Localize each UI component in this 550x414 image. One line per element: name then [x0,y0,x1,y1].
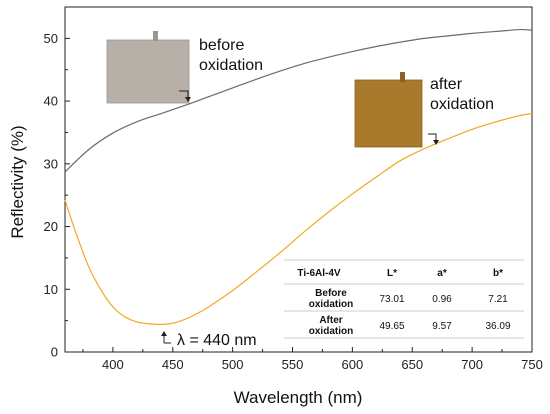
x-tick-label: 500 [222,357,244,372]
color-table: Ti-6Al-4V L* a* b* Before oxidation 73.0… [284,259,524,339]
table-row-before-b: 7.21 [488,294,508,305]
table-row-after-L: 49.65 [379,321,404,332]
annotation-before-line1: before [199,37,244,54]
y-tick-label: 20 [44,219,58,234]
table-row-after-b: 36.09 [485,321,510,332]
x-tick-label: 650 [401,357,423,372]
sample-after-swatch [354,79,423,148]
pointer-after-arrow [428,133,437,141]
plot-frame [64,6,533,353]
x-tick-label: 700 [461,357,483,372]
table-row-before-label-2: oxidation [309,299,353,310]
table-header-L: L* [387,268,397,279]
x-tick-label: 450 [162,357,184,372]
x-axis: 400 450 500 550 600 650 700 750 [82,347,543,372]
sample-after-oxidation: after oxidation [354,72,494,148]
x-tick-label: 750 [521,357,543,372]
x-tick-label: 550 [282,357,304,372]
y-tick-label: 30 [44,156,58,171]
y-tick-label: 10 [44,282,58,297]
series-line-after [64,113,533,326]
minimum-pointer-arrowhead [161,331,167,336]
series-layer [64,28,533,326]
y-tick-label: 40 [44,94,58,109]
sample-before-swatch [106,39,190,104]
table-row-after-label-2: oxidation [309,326,353,337]
y-tick-label: 50 [44,31,58,46]
table-header-b: b* [493,268,503,279]
pointer-before-arrowhead [185,97,191,102]
sample-before-tab [153,31,158,41]
x-tick-label: 600 [342,357,364,372]
y-axis: 0 10 20 30 40 50 [44,31,70,360]
x-axis-title: Wavelength (nm) [234,388,363,407]
pointer-after-arrowhead [433,140,439,145]
table-row-after-label-1: After [319,315,342,326]
series-line-before [64,28,533,173]
annotation-before-line2: oxidation [199,57,263,74]
y-axis-title: Reflectivity (%) [8,125,27,238]
table-row-before-label-1: Before [315,288,347,299]
sample-before-oxidation: before oxidation [106,31,263,104]
sample-after-tab [400,72,405,82]
annotation-after-line2: oxidation [430,96,494,113]
table-header-a: a* [437,268,447,279]
table-row-after-a: 9.57 [432,321,452,332]
minimum-pointer-arrow [163,335,171,344]
table-row-before-a: 0.96 [432,294,452,305]
annotation-after-line1: after [430,76,463,93]
pointer-before-arrow [179,90,189,98]
minimum-label: λ = 440 nm [177,332,257,349]
y-tick-label: 0 [51,345,58,360]
minimum-annotation: λ = 440 nm [161,331,257,349]
table-header-material: Ti-6Al-4V [297,268,340,279]
x-tick-label: 400 [102,357,124,372]
table-row-before-L: 73.01 [379,294,404,305]
